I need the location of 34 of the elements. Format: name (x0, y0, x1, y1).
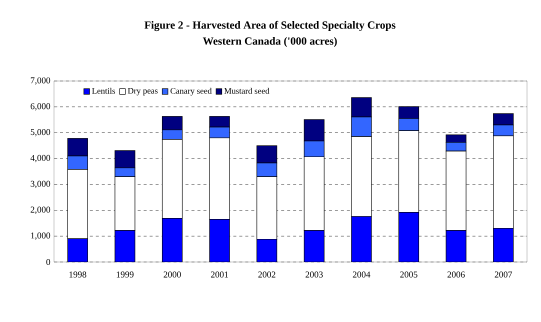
legend-label: Mustard seed (224, 88, 270, 94)
x-tick-label: 2003 (306, 272, 323, 278)
bar (162, 218, 183, 262)
x-tick-label: 2001 (210, 272, 228, 278)
bar (493, 228, 514, 262)
bar (351, 216, 372, 262)
legend-label: Dry peas (128, 88, 158, 96)
x-tick-label: 2004 (352, 272, 370, 278)
legend-label: Lentils (92, 88, 116, 94)
x-tick-label: 2007 (494, 272, 512, 278)
bar (304, 230, 324, 262)
x-tick-label: 2002 (258, 272, 276, 278)
x-tick-label: 2006 (447, 272, 465, 278)
y-tick-label: 4,000 (30, 154, 50, 162)
x-tick-label: 2005 (400, 272, 418, 278)
legend-label: Canary seed (170, 88, 212, 96)
x-tick-label: 2000 (164, 272, 181, 278)
bar (209, 219, 230, 262)
x-tick-label: 1999 (116, 272, 134, 278)
y-tick-label: 1,000 (31, 232, 50, 240)
bar (398, 212, 420, 262)
x-tick-label: 1998 (69, 272, 86, 278)
y-tick-label: 0 (46, 258, 50, 266)
y-tick-label: 2,000 (30, 206, 50, 214)
y-tick-label: 6,000 (30, 103, 50, 111)
bar (446, 230, 466, 262)
bar (114, 230, 136, 262)
bar (67, 238, 88, 262)
bar (256, 238, 278, 262)
chart-subtitle: Western Canada ('000 acres) (202, 37, 337, 47)
y-tick-label: 7,000 (30, 77, 50, 85)
y-tick-label: 5,000 (30, 129, 50, 136)
y-tick-label: 3,000 (30, 180, 50, 188)
chart-title: Figure 2 - Harvested Area of Selected Specialty Crops (144, 20, 396, 32)
